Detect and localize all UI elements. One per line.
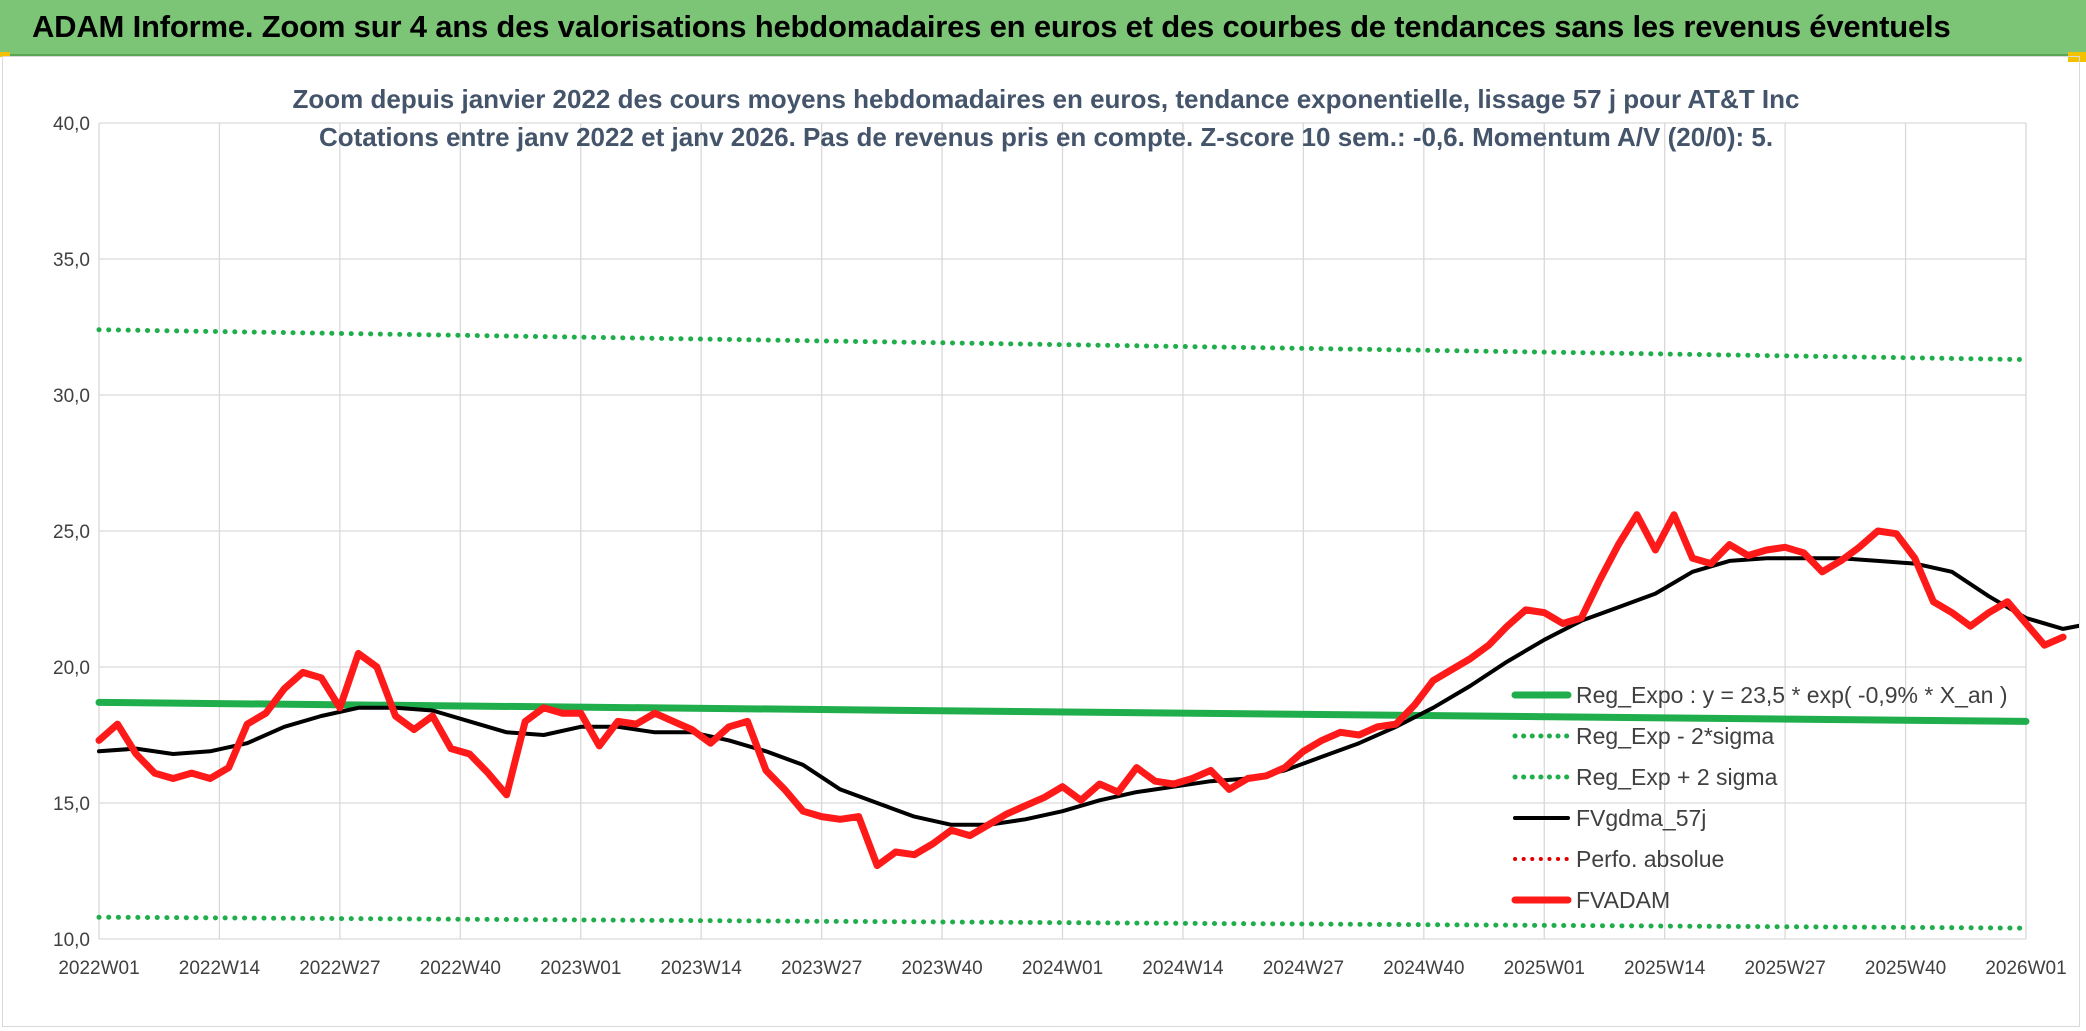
legend-label-4: Perfo. absolue [1576, 846, 1724, 872]
chart-legend: Reg_Expo : y = 23,5 * exp( -0,9% * X_an … [1511, 682, 2008, 913]
series-line-5 [95, 511, 2067, 870]
chart-frame: 10,0 15,0 20,0 25,0 30,0 35,0 40,0 2022W01 2022… [2, 56, 2080, 1027]
x-tick-label: 2025W01 [1504, 958, 1585, 979]
x-tick-label: 2026W01 [1985, 958, 2066, 979]
x-tick-label: 2022W40 [420, 958, 501, 979]
y-tick-label: 30,0 [53, 386, 90, 407]
x-tick-label: 2024W27 [1263, 958, 1344, 979]
y-tick-label: 40,0 [53, 114, 90, 135]
x-tick-label: 2023W01 [540, 958, 621, 979]
x-tick-label: 2023W40 [901, 958, 982, 979]
legend-label-3: FVgdma_57j [1576, 805, 1706, 831]
corner-accent-left [0, 52, 10, 57]
legend-label-5: FVADAM [1576, 887, 1670, 913]
y-tick-label: 15,0 [53, 794, 90, 815]
gridlines [98, 122, 2027, 940]
line-chart: 10,015,020,025,030,035,040,0 2022W01 2022… [53, 84, 2079, 979]
series-lines [95, 327, 2079, 931]
y-tick-label: 10,0 [53, 930, 90, 951]
x-tick-label: 2023W27 [781, 958, 862, 979]
legend-label-0: Reg_Expo : y = 23,5 * exp( -0,9% * X_an … [1576, 682, 2008, 708]
x-tick-label: 2025W14 [1624, 958, 1706, 979]
legend-label-1: Reg_Exp - 2*sigma [1576, 723, 1774, 749]
y-tick-label: 20,0 [53, 658, 90, 679]
x-axis: 2022W01 2022W14 2022W27 2022W40 2023W01 2023W… [58, 958, 2066, 979]
y-tick-label: 25,0 [53, 522, 90, 543]
series-line-3 [97, 556, 2079, 827]
x-tick-label: 2024W40 [1383, 958, 1464, 979]
legend-label-2: Reg_Exp + 2 sigma [1576, 764, 1778, 790]
x-tick-label: 2023W14 [661, 958, 743, 979]
x-tick-label: 2022W14 [179, 958, 261, 979]
y-axis: 10,0 15,0 20,0 25,0 30,0 35,0 40,0 [53, 114, 90, 951]
x-tick-label: 2022W27 [299, 958, 380, 979]
report-title: ADAM Informe. Zoom sur 4 ans des valoris… [32, 9, 1951, 44]
chart-title-line-1: Zoom depuis janvier 2022 des cours moyen… [292, 84, 1799, 114]
y-tick-label: 35,0 [53, 250, 90, 271]
series-line-1 [96, 914, 2029, 931]
series-line-2 [96, 327, 2029, 363]
chart-title-line-2: Cotations entre janv 2022 et janv 2026. … [319, 122, 1773, 152]
report-banner: ADAM Informe. Zoom sur 4 ans des valoris… [0, 0, 2086, 56]
x-tick-label: 2025W40 [1865, 958, 1946, 979]
x-tick-label: 2022W01 [58, 958, 139, 979]
series-line-0 [95, 698, 2030, 725]
x-tick-label: 2024W14 [1142, 958, 1224, 979]
x-tick-label: 2025W27 [1744, 958, 1825, 979]
corner-accent-right [2068, 52, 2086, 62]
x-tick-label: 2024W01 [1022, 958, 1103, 979]
